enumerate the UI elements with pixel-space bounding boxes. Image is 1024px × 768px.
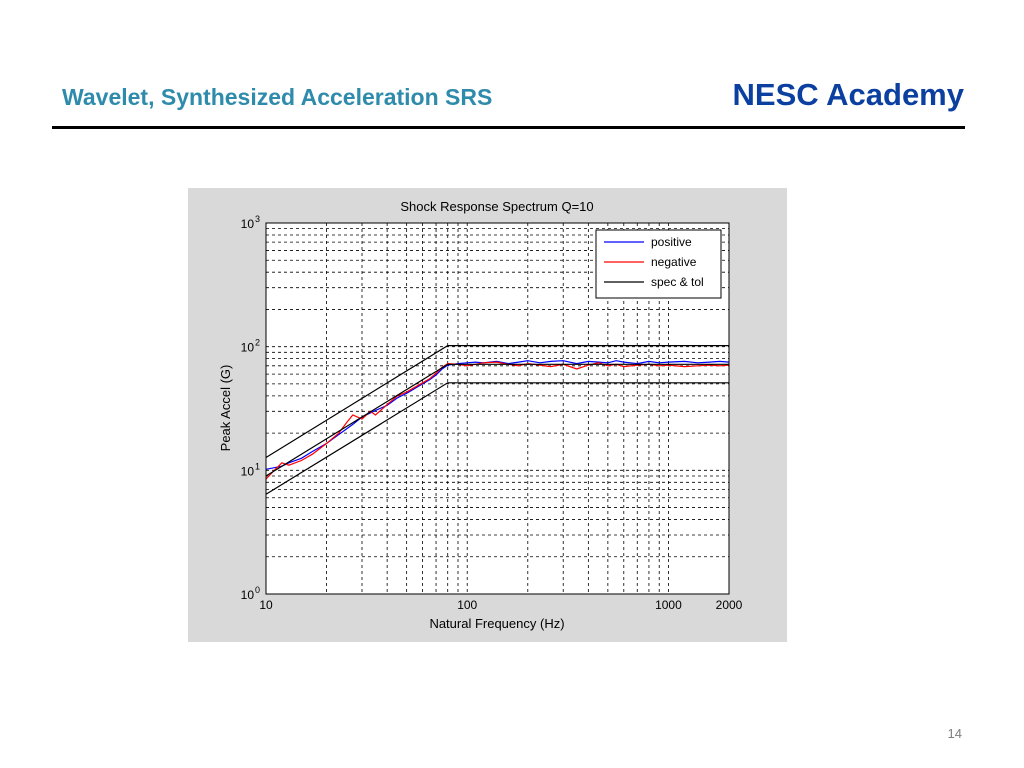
legend: positive negative spec & tol: [595, 229, 722, 299]
series-line-negative: [265, 361, 730, 480]
series-line-spec-tol: [265, 363, 729, 477]
y-tick-label: 10: [241, 341, 255, 355]
slide-title: Wavelet, Synthesized Acceleration SRS: [62, 84, 493, 110]
x-tick-label: 100: [457, 598, 477, 612]
x-tick-label: 10: [259, 598, 273, 612]
y-tick-label: 10: [241, 217, 255, 231]
srs-figure: Shock Response Spectrum Q=10 10 100 1000 20…: [188, 188, 787, 642]
y-tick-exponent: 0: [255, 585, 260, 595]
legend-label: positive: [651, 235, 692, 249]
x-tick-label: 2000: [716, 598, 743, 612]
series-layer: [265, 345, 730, 495]
x-tick-label: 1000: [655, 598, 682, 612]
page-number: 14: [947, 726, 962, 741]
legend-label: spec & tol: [651, 275, 704, 289]
legend-label: negative: [651, 255, 697, 269]
title-divider: [52, 126, 965, 129]
x-axis-label: Natural Frequency (Hz): [429, 616, 564, 631]
y-tick-exponent: 2: [255, 338, 260, 348]
y-tick-label: 10: [241, 588, 255, 602]
x-tick-labels: 10 100 1000 2000: [259, 598, 742, 612]
y-tick-exponent: 1: [255, 461, 260, 471]
series-line-tolerance: [265, 382, 729, 495]
y-tick-label: 10: [241, 464, 255, 478]
srs-chart: Shock Response Spectrum Q=10 10 100 1000 20…: [218, 199, 743, 631]
y-tick-exponent: 3: [255, 214, 260, 224]
legend-box: [595, 229, 722, 299]
series-line-tolerance: [265, 345, 729, 459]
series-line-positive: [265, 360, 730, 470]
chart-title: Shock Response Spectrum Q=10: [400, 199, 593, 214]
y-axis-label: Peak Accel (G): [218, 365, 233, 452]
plot-frame: [265, 222, 730, 595]
brand-logo-text: NESC Academy: [732, 77, 964, 112]
